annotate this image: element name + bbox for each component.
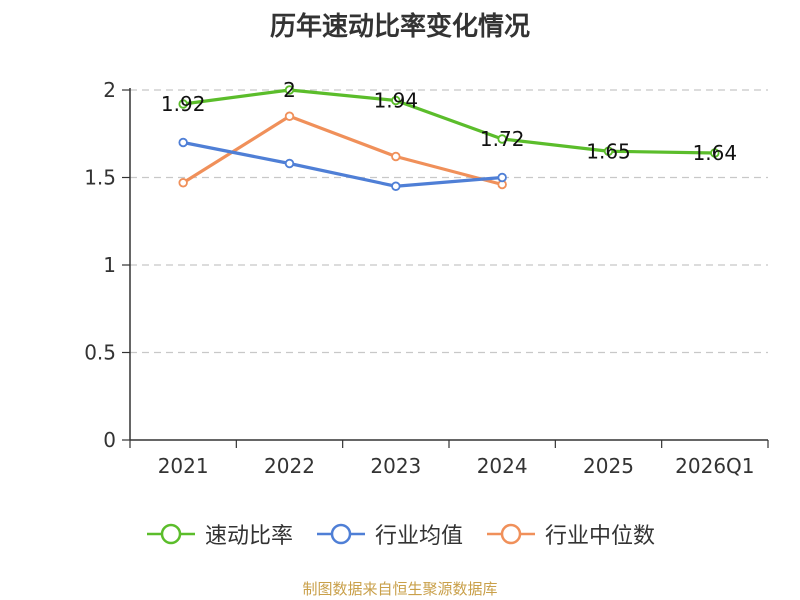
data-label: 2: [283, 78, 296, 102]
data-label: 1.94: [374, 89, 419, 113]
series-line: [182, 88, 715, 155]
data-label: 1.92: [161, 92, 206, 116]
y-tick-label: 0: [103, 428, 116, 452]
legend-label: 速动比率: [204, 524, 293, 549]
x-tick-label: 2025: [583, 454, 634, 478]
data-point: [603, 146, 614, 156]
legend-item-series-1[interactable]: 行业均值: [315, 518, 463, 550]
data-point: [178, 99, 188, 109]
data-point: [710, 148, 720, 158]
legend-item-series-2[interactable]: 行业中位数: [485, 518, 655, 550]
x-tick-label: 2023: [370, 454, 421, 478]
data-point: [284, 111, 295, 121]
data-point: [391, 151, 401, 162]
y-axis-ticks: 0 0.5 1 1.5 2: [84, 78, 130, 452]
data-point: [178, 178, 188, 188]
y-tick-label: 0.5: [84, 341, 116, 365]
chart-title: 历年速动比率变化情况: [269, 12, 530, 42]
data-point: [178, 137, 188, 148]
data-label: 1.64: [693, 141, 738, 165]
source-note: 制图数据来自恒生聚源数据库: [302, 580, 498, 598]
y-tick-label: 1.5: [84, 166, 116, 190]
x-tick-label: 2024: [477, 454, 528, 478]
legend-marker-icon: [146, 523, 195, 545]
x-tick-label: 2022: [264, 454, 315, 478]
axes: [129, 88, 768, 441]
legend-label: 行业均值: [374, 524, 463, 549]
data-point: [391, 181, 401, 191]
data-label: 1.65: [586, 139, 631, 163]
data-point: [284, 85, 295, 95]
data-point: [497, 172, 507, 183]
data-labels: 1.92 2 1.94 1.72 1.65 1.64: [161, 78, 737, 165]
x-tick-label: 2021: [158, 454, 209, 478]
legend-item-series-0[interactable]: 速动比率: [145, 518, 293, 550]
x-tick-label: 2026Q1: [675, 454, 754, 478]
data-point: [497, 134, 507, 144]
legend-label: 行业中位数: [545, 524, 656, 549]
y-tick-label: 2: [103, 78, 116, 102]
series-line: [182, 140, 503, 188]
legend: 速动比率 行业均值 行业中位数: [0, 518, 800, 550]
data-label: 1.72: [480, 127, 525, 151]
series-layer: [178, 85, 720, 191]
x-axis-ticks: 2021 2022 2023 2024 2025 2026Q1: [129, 440, 769, 478]
grid-lines: [130, 89, 768, 354]
series-line: [182, 114, 503, 187]
data-point: [391, 95, 401, 106]
legend-marker-icon: [316, 523, 365, 545]
legend-marker-icon: [487, 523, 535, 545]
y-tick-label: 1: [103, 253, 116, 277]
data-point: [284, 158, 295, 169]
